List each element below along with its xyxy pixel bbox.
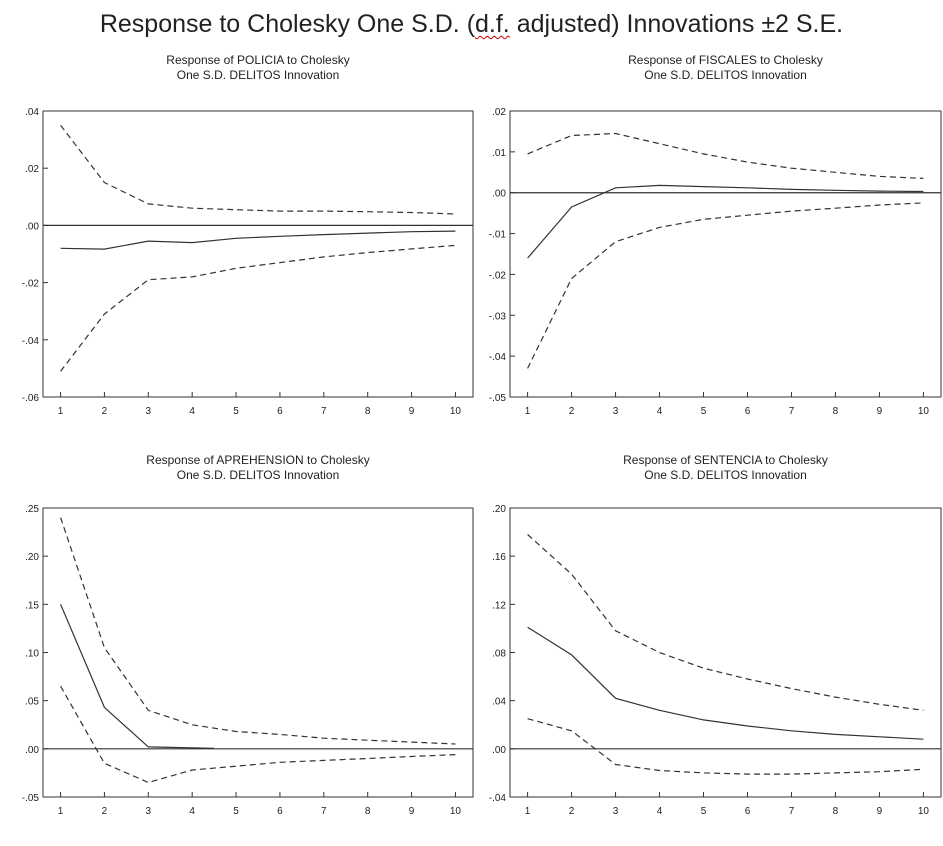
y-tick-label: .16 <box>492 552 506 563</box>
x-tick-label: 6 <box>745 806 751 817</box>
x-tick-label: 8 <box>365 406 371 417</box>
x-tick-label: 1 <box>58 806 64 817</box>
y-tick-label: .12 <box>492 600 506 611</box>
lower-band-line <box>60 685 456 784</box>
lower-band-line <box>527 718 924 775</box>
x-tick-label: 1 <box>58 406 64 417</box>
x-tick-label: 6 <box>745 406 751 417</box>
y-tick-label: .01 <box>492 148 506 159</box>
y-tick-label: -.04 <box>489 352 507 363</box>
chart-title: Response of SENTENCIA to Cholesky One S.D… <box>623 453 828 482</box>
upper-band-line <box>60 517 456 745</box>
lower-band-line <box>527 202 924 369</box>
y-tick-label: .00 <box>492 189 506 200</box>
x-tick-label: 3 <box>146 806 152 817</box>
x-tick-label: 10 <box>450 806 462 817</box>
x-tick-label: 8 <box>833 406 839 417</box>
x-tick-label: 4 <box>189 806 195 817</box>
y-tick-label: -.06 <box>22 393 40 404</box>
y-tick-label: -.02 <box>489 270 507 281</box>
figure-title: Response to Cholesky One S.D. (d.f. adju… <box>0 10 943 39</box>
x-tick-label: 9 <box>409 406 415 417</box>
y-tick-label: -.05 <box>22 793 40 804</box>
response-line <box>527 626 924 740</box>
y-tick-label: .00 <box>25 221 39 232</box>
x-tick-label: 1 <box>525 806 531 817</box>
y-tick-label: .08 <box>492 649 506 660</box>
y-tick-label: -.04 <box>489 793 507 804</box>
y-tick-label: .00 <box>492 745 506 756</box>
x-tick-label: 3 <box>146 406 152 417</box>
x-tick-label: 7 <box>321 806 327 817</box>
plot-frame <box>509 507 942 798</box>
y-tick-label: -.01 <box>489 230 507 241</box>
chart-panel-1: Response of POLICIA to Cholesky One S.D. … <box>22 53 474 417</box>
lower-band-line <box>60 244 456 372</box>
x-tick-label: 6 <box>277 406 283 417</box>
y-tick-label: -.02 <box>22 279 40 290</box>
y-tick-label: -.05 <box>489 393 507 404</box>
x-tick-label: 1 <box>525 406 531 417</box>
x-tick-label: 5 <box>701 406 707 417</box>
x-tick-label: 8 <box>833 806 839 817</box>
x-tick-label: 2 <box>102 406 108 417</box>
x-tick-label: 10 <box>918 806 930 817</box>
chart-title: Response of FISCALES to Cholesky One S.D.… <box>628 53 823 82</box>
x-tick-label: 3 <box>613 806 619 817</box>
y-tick-label: .20 <box>492 504 506 515</box>
x-tick-label: 5 <box>233 406 239 417</box>
y-tick-label: .20 <box>25 552 39 563</box>
title-suffix: adjusted) Innovations ±2 S.E. <box>509 10 844 38</box>
chart-title: Response of POLICIA to Cholesky One S.D. … <box>166 53 349 82</box>
upper-band-line <box>527 132 924 179</box>
upper-band-line <box>527 534 924 711</box>
chart-panel-2: Response of FISCALES to Cholesky One S.D.… <box>489 53 942 417</box>
x-tick-label: 10 <box>450 406 462 417</box>
y-tick-label: -.03 <box>489 311 507 322</box>
x-tick-label: 7 <box>789 406 795 417</box>
y-tick-label: .15 <box>25 600 39 611</box>
y-tick-label: .04 <box>25 107 39 118</box>
plot-frame <box>509 110 942 398</box>
x-tick-label: 2 <box>102 806 108 817</box>
chart-panel-3: Response of APREHENSION to Cholesky One S… <box>22 453 474 817</box>
x-tick-label: 10 <box>918 406 930 417</box>
x-tick-label: 7 <box>321 406 327 417</box>
x-tick-label: 6 <box>277 806 283 817</box>
plot-frame <box>42 110 474 398</box>
x-tick-label: 4 <box>657 806 663 817</box>
x-tick-label: 3 <box>613 406 619 417</box>
y-tick-label: .04 <box>492 697 506 708</box>
x-tick-label: 2 <box>569 806 575 817</box>
y-tick-label: .00 <box>25 745 39 756</box>
chart-title: Response of APREHENSION to Cholesky One S… <box>146 453 369 482</box>
x-tick-label: 4 <box>189 406 195 417</box>
response-line <box>527 184 924 259</box>
y-tick-label: .02 <box>25 164 39 175</box>
y-tick-label: .02 <box>492 107 506 118</box>
response-line <box>60 604 215 749</box>
y-tick-label: .25 <box>25 504 39 515</box>
x-tick-label: 5 <box>701 806 707 817</box>
chart-panel-4: Response of SENTENCIA to Cholesky One S.D… <box>489 453 942 817</box>
x-tick-label: 9 <box>409 806 415 817</box>
upper-band-line <box>60 124 456 215</box>
x-tick-label: 8 <box>365 806 371 817</box>
y-tick-label: .10 <box>25 649 39 660</box>
response-line <box>60 230 456 250</box>
x-tick-label: 4 <box>657 406 663 417</box>
x-tick-label: 5 <box>233 806 239 817</box>
y-tick-label: -.04 <box>22 336 40 347</box>
title-flagged-word: d.f. <box>475 10 510 38</box>
y-tick-label: .05 <box>25 697 39 708</box>
x-tick-label: 2 <box>569 406 575 417</box>
x-tick-label: 9 <box>877 806 883 817</box>
title-prefix: Response to Cholesky One S.D. ( <box>99 10 476 38</box>
x-tick-label: 9 <box>877 406 883 417</box>
x-tick-label: 7 <box>789 806 795 817</box>
